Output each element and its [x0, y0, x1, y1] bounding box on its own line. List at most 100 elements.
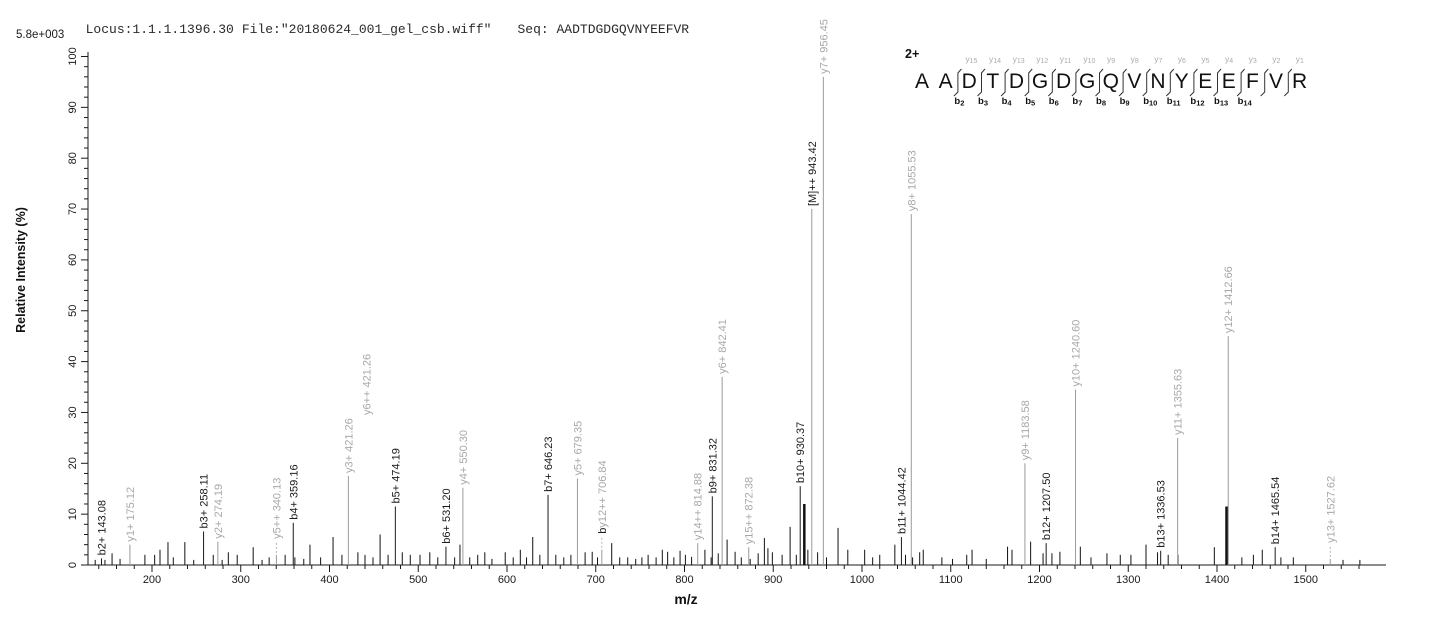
x-tick-label: 1200: [1027, 574, 1051, 586]
x-tick-label: 1500: [1294, 574, 1318, 586]
fragmentation-mark: [1283, 68, 1293, 97]
b-ion-label: b11: [1167, 96, 1181, 108]
y-tick-label: 0: [67, 562, 79, 568]
y-ion-label: y5: [1201, 54, 1209, 65]
fragmentation-mark: [1095, 68, 1104, 97]
peak-label: b11+ 1044.42: [896, 467, 908, 534]
fragmentation-mark: [1142, 68, 1151, 97]
peak-label: y14++ 814.88: [693, 473, 705, 540]
x-tick-label: 700: [587, 574, 605, 586]
peak-label: y12+ 1412.66: [1223, 266, 1235, 333]
residue-letter: G: [1079, 70, 1095, 93]
b-ion-label: b3: [978, 96, 988, 108]
peak-label: b5+ 474.19: [390, 448, 402, 503]
y-ion-label: y9: [1107, 54, 1115, 65]
peak-label: b4+ 359.16: [288, 464, 300, 519]
intensity-scale-label: 5.8e+003: [16, 29, 64, 41]
y-ticks: [81, 56, 88, 566]
residue-letter: Y: [1175, 70, 1189, 93]
peak-label: b14+ 1465.54: [1270, 477, 1282, 545]
file-text: File:"20180624_001_gel_csb.wiff": [241, 22, 492, 37]
residue-letter: G: [1032, 70, 1048, 93]
fragmentation-mark: [1071, 68, 1080, 97]
y-tick-label: 10: [67, 508, 79, 520]
unlabeled-peaks: [94, 503, 1361, 565]
y-ion-label: y6: [1178, 54, 1186, 65]
b-ion-label: b8: [1096, 96, 1106, 108]
b-ion-label: b13: [1214, 96, 1228, 108]
b-ion-label: b14: [1238, 96, 1253, 108]
x-ticks: [98, 565, 1360, 572]
x-tick-label: 300: [232, 574, 250, 586]
peak-label: y2+ 274.19: [213, 484, 225, 539]
y-tick-label: 30: [67, 406, 79, 418]
peak-label: y6+ 842.41: [717, 319, 729, 374]
y-tick-label: 50: [67, 305, 79, 317]
peak-label: b6+ 531.20: [441, 488, 453, 543]
spectrum-header: Locus:1.1.1.1396.30 File:"20180624_001_ge…: [70, 7, 690, 37]
peak-label: b2+ 143.08: [96, 500, 108, 555]
x-tick-label: 600: [498, 574, 516, 586]
y-tick-labels: 0 10 20 30 40 50 60 70 80 90 100: [67, 47, 79, 568]
peak-label: y9+ 1183.58: [1020, 400, 1032, 460]
x-tick-label: 900: [764, 574, 782, 586]
locus-text: Locus:1.1.1.1396.30: [85, 22, 234, 37]
fragmentation-mark: [1000, 68, 1009, 97]
x-tick-label: 1000: [850, 574, 874, 586]
y-ion-label: y4: [1225, 54, 1233, 65]
x-axis-title: m/z: [674, 591, 697, 607]
peak-label: y11+ 1355.63: [1173, 369, 1185, 435]
residue-letter: Q: [1103, 70, 1119, 93]
y-tick-label: 70: [67, 203, 79, 215]
b-ion-label: b2: [954, 96, 964, 108]
peak-label: by12++ 706.84: [597, 460, 609, 533]
fragmentation-mark: [1118, 68, 1127, 97]
labeled-peaks: [100, 76, 1331, 565]
x-tick-label: 500: [409, 574, 427, 586]
peak-label: y10+ 1240.60: [1071, 320, 1083, 387]
x-tick-labels: 200 300 400 500 600 700 800 900 1000 1100 1200 1300…: [143, 574, 1318, 586]
y-ion-label: y13: [1013, 54, 1025, 65]
peak-label: [M]++ 943.42: [807, 141, 819, 206]
residue-letter: A: [939, 70, 953, 93]
b-ion-label: b9: [1120, 96, 1130, 108]
x-tick-label: 1100: [939, 574, 963, 586]
peak-label: b9+ 831.32: [707, 438, 719, 493]
residue-letter: V: [1269, 70, 1283, 93]
fragmentation-mark: [1189, 68, 1198, 97]
residue-letter: D: [962, 70, 977, 93]
residue-letter: D: [1009, 70, 1024, 93]
y-ion-label: y11: [1060, 54, 1072, 65]
y-tick-label: 100: [67, 47, 79, 65]
fragmentation-mark: [1047, 68, 1057, 97]
peak-label: b3+ 258.11: [199, 474, 211, 529]
x-tick-label: 800: [675, 574, 693, 586]
peak-label: b7+ 646.23: [543, 436, 555, 491]
peak-label: y5++ 340.13: [271, 478, 283, 539]
residue-letter: R: [1292, 70, 1307, 93]
peak-label: y3+ 421.26: [343, 418, 355, 473]
y-ion-label: y8: [1131, 54, 1139, 65]
residue-letter: D: [1056, 70, 1071, 93]
residue-letter: N: [1150, 70, 1165, 93]
y-ion-label: y7: [1154, 54, 1162, 65]
y-axis-title: Relative Intensity (%): [14, 207, 28, 333]
peak-labels: b2+ 143.08 y1+ 175.12 b3+ 258.11 y2+ 274.19…: [96, 19, 1337, 555]
peak-label: y1+ 175.12: [125, 487, 137, 542]
residue-letter: E: [1222, 70, 1236, 93]
fragmentation-mark: [1165, 68, 1175, 97]
fragmentation-mark: [1024, 68, 1033, 97]
b-ion-label: b12: [1190, 96, 1204, 108]
peak-label: b12+ 1207.50: [1041, 473, 1053, 541]
peak-label: y13+ 1527.62: [1325, 476, 1337, 543]
y-tick-label: 60: [67, 254, 79, 266]
y-tick-label: 20: [67, 457, 79, 469]
residue-letter: T: [986, 70, 999, 93]
peak-label: y4+ 550.30: [458, 430, 470, 485]
peak-label: y7+ 956.45: [818, 19, 830, 74]
x-tick-label: 200: [143, 574, 161, 586]
y-ion-label: y2: [1272, 54, 1280, 65]
fragment-map-svg: 2+A A D T D G D G Q V N Y E E F V Ry15b2y14b3y13b4y12b5y…: [905, 47, 1307, 108]
fragmentation-mark: [1213, 68, 1222, 97]
